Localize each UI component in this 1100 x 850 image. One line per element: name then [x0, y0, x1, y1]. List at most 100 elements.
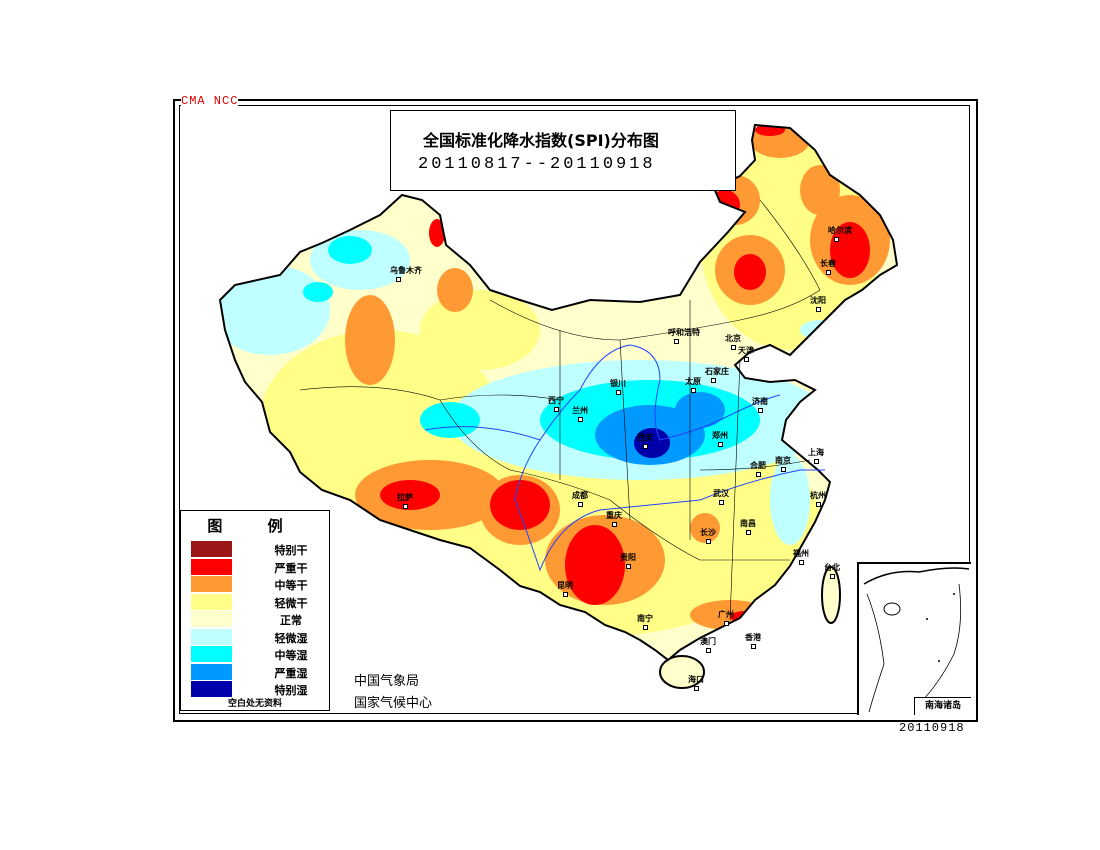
legend-item: 正常	[191, 611, 321, 627]
legend-label: 轻微干	[274, 596, 308, 610]
city-marker	[706, 539, 711, 544]
legend-swatch	[191, 646, 232, 662]
legend-item: 轻微干	[191, 593, 321, 610]
city-marker	[724, 621, 729, 626]
legend-swatch	[191, 611, 232, 627]
legend-note: 空白处无资料	[227, 699, 282, 709]
city-marker	[834, 237, 839, 242]
city-marker	[578, 502, 583, 507]
city-label: 太原	[685, 377, 701, 386]
legend-label: 轻微湿	[274, 631, 308, 645]
org-ncc: 国家气候中心	[354, 696, 433, 711]
city-label: 拉萨	[397, 493, 413, 502]
city-marker	[751, 644, 756, 649]
city-label: 南京	[775, 456, 791, 465]
city-label: 重庆	[606, 511, 622, 520]
city-label: 西宁	[548, 396, 564, 405]
rivers	[424, 344, 825, 572]
city-label: 兰州	[572, 406, 588, 415]
city-label: 天津	[738, 346, 754, 355]
map-inner-frame	[179, 105, 970, 714]
city-label: 济南	[752, 397, 768, 406]
city-marker	[626, 564, 631, 569]
city-label: 西安	[637, 433, 653, 442]
inset-label: 南海诸岛	[914, 697, 971, 715]
city-marker	[563, 592, 568, 597]
legend-item: 严重湿	[191, 663, 321, 680]
legend-swatch	[191, 681, 232, 697]
city-marker	[816, 502, 821, 507]
legend-label: 特别湿	[274, 684, 308, 697]
city-marker	[744, 357, 749, 362]
agency-label: CMA NCC	[181, 94, 239, 108]
south-china-sea-inset: 南海诸岛	[857, 562, 971, 715]
city-label: 上海	[808, 448, 824, 457]
city-label: 南昌	[740, 519, 756, 528]
map-title: 全国标准化降水指数(SPI)分布图	[423, 131, 659, 150]
legend-label: 中等湿	[274, 649, 308, 662]
legend-swatch	[191, 593, 232, 610]
city-marker	[674, 339, 679, 344]
city-marker	[694, 686, 699, 691]
legend-swatch	[191, 541, 232, 557]
city-label: 哈尔滨	[828, 226, 852, 235]
legend-item: 中等干	[191, 576, 321, 592]
inset-map	[863, 567, 970, 713]
legend-item: 轻微湿	[191, 628, 321, 645]
city-label: 长沙	[700, 528, 716, 537]
city-label: 福州	[793, 549, 809, 558]
city-label: 沈阳	[810, 296, 826, 305]
city-marker	[816, 307, 821, 312]
legend-label: 严重湿	[274, 666, 308, 680]
legend-item: 中等湿	[191, 646, 321, 662]
province-borders	[299, 199, 821, 621]
legend-item: 特别湿	[191, 681, 321, 697]
city-marker	[756, 472, 761, 477]
city-label: 乌鲁木齐	[390, 266, 422, 275]
city-label: 南宁	[637, 614, 653, 623]
org-cma: 中国气象局	[354, 674, 420, 689]
legend: 图 例 特别干严重干中等干轻微干 正常轻微湿中等湿严重湿特别湿 空白处无资料	[180, 510, 330, 711]
city-marker	[706, 648, 711, 653]
city-marker	[830, 574, 835, 579]
legend-swatch	[191, 628, 232, 645]
city-label: 杭州	[810, 491, 826, 500]
legend-item: 特别干	[191, 541, 321, 557]
city-marker	[718, 442, 723, 447]
legend-label: 中等干	[274, 579, 308, 592]
city-marker	[396, 277, 401, 282]
city-marker	[826, 270, 831, 275]
city-marker	[711, 378, 716, 383]
legend-label: 特别干	[274, 544, 308, 557]
city-marker	[781, 467, 786, 472]
city-marker	[746, 530, 751, 535]
city-marker	[578, 417, 583, 422]
city-label: 昆明	[557, 581, 573, 590]
city-marker	[403, 504, 408, 509]
city-label: 成都	[572, 491, 588, 500]
city-label: 广州	[718, 610, 734, 619]
legend-title: 图 例	[207, 517, 303, 535]
city-marker	[731, 345, 736, 350]
city-label: 海口	[688, 675, 704, 684]
city-marker	[643, 444, 648, 449]
city-marker	[799, 560, 804, 565]
date-stamp: 20110918	[899, 721, 965, 735]
city-marker	[554, 407, 559, 412]
map-frame	[173, 99, 978, 722]
city-marker	[814, 459, 819, 464]
city-label: 香港	[745, 633, 761, 642]
city-marker	[691, 388, 696, 393]
legend-swatch	[191, 663, 232, 680]
city-label: 台北	[824, 563, 840, 572]
legend-swatch	[191, 576, 232, 592]
city-label: 呼和浩特	[668, 328, 700, 337]
city-marker	[612, 522, 617, 527]
legend-label: 严重干	[274, 561, 308, 575]
city-marker	[719, 500, 724, 505]
title-box: 全国标准化降水指数(SPI)分布图 20110817--20110918	[390, 110, 736, 191]
legend-item: 严重干	[191, 558, 321, 575]
city-label: 合肥	[750, 461, 766, 470]
city-label: 贵阳	[620, 553, 636, 562]
